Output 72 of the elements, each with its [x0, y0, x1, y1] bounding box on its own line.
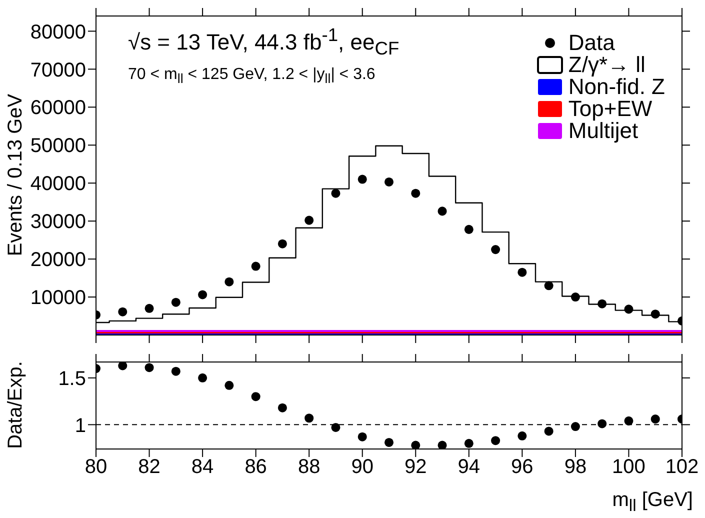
- point: [464, 224, 474, 234]
- point: [144, 363, 154, 372]
- point: [518, 431, 527, 440]
- x-tick-label: 98: [564, 456, 587, 478]
- y-axis-title: Data/Exp.: [4, 361, 28, 449]
- point: [251, 392, 260, 402]
- y-tick-label: 50000: [30, 135, 86, 158]
- x-axis-title: m$_{ll}$ [GeV]: [612, 489, 693, 516]
- x-tick-label: 88: [298, 456, 320, 478]
- point: [251, 262, 260, 271]
- point: [224, 277, 234, 286]
- point: [624, 416, 634, 426]
- point: [438, 440, 447, 449]
- point: [598, 419, 607, 428]
- y-tick-label: 30000: [30, 211, 86, 234]
- y-tick-label: 20000: [30, 249, 86, 272]
- x-tick-label: 94: [458, 456, 480, 478]
- y-tick-label: 60000: [30, 97, 86, 120]
- point: [438, 206, 447, 216]
- point: [331, 422, 340, 432]
- x-tick-label: 90: [351, 456, 374, 478]
- point: [411, 188, 420, 198]
- x-tick-label: 92: [404, 456, 427, 478]
- legend-label: Top+EW: [568, 96, 652, 121]
- point: [224, 380, 234, 390]
- point: [518, 268, 527, 277]
- x-tick-label: 96: [511, 456, 534, 478]
- y-tick-label: 70000: [30, 59, 86, 82]
- point: [358, 432, 367, 442]
- point: [624, 304, 634, 314]
- point: [144, 304, 154, 313]
- y-tick-label: 10000: [30, 287, 86, 310]
- point: [570, 422, 580, 432]
- point: [171, 366, 180, 376]
- x-tick-label: 84: [191, 456, 214, 478]
- point: [650, 414, 660, 424]
- point: [570, 292, 580, 302]
- point: [198, 290, 208, 300]
- point: [384, 438, 394, 447]
- point: [278, 239, 287, 248]
- point: [544, 426, 554, 436]
- y-tick-label: 1.5: [58, 368, 86, 390]
- point: [358, 174, 367, 184]
- annotation: √s = 13 TeV, 44.3 fb$^{-1}$, ee$_{CF}$: [128, 24, 400, 60]
- point: [544, 281, 554, 290]
- y-axis-title: Events / 0.13 GeV: [4, 94, 28, 256]
- point: [650, 310, 660, 319]
- point: [491, 245, 500, 254]
- y-tick-label: 80000: [30, 21, 86, 44]
- legend-label: Z/γ*→ ll: [568, 52, 646, 77]
- y-tick-label: 1: [74, 414, 86, 437]
- point: [411, 440, 420, 449]
- point: [464, 438, 474, 448]
- point: [304, 216, 314, 225]
- point: [118, 362, 128, 370]
- x-tick-label: 86: [244, 456, 267, 478]
- y-tick-label: 40000: [30, 173, 86, 196]
- x-tick-label: 102: [665, 456, 699, 478]
- point: [304, 414, 314, 423]
- annotation: 70 < m$_{ll}$ < 125 GeV, 1.2 < |y$_{ll}$| < 3.6: [128, 66, 376, 86]
- x-tick-label: 80: [84, 456, 108, 478]
- point: [278, 403, 287, 412]
- point: [491, 436, 500, 446]
- point: [598, 299, 607, 308]
- x-tick-label: 100: [612, 456, 646, 478]
- point: [118, 307, 128, 316]
- point: [384, 177, 394, 186]
- point: [171, 298, 180, 307]
- x-tick-label: 82: [138, 456, 160, 478]
- point: [331, 188, 340, 198]
- legend-label: Data: [568, 30, 615, 55]
- point: [198, 373, 208, 382]
